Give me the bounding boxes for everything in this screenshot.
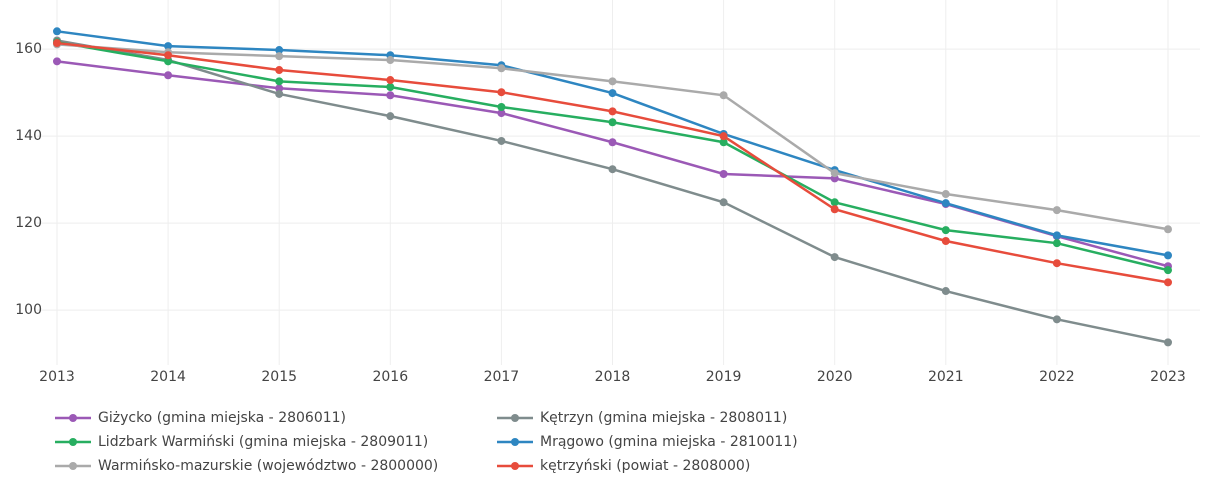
data-point: [1164, 225, 1172, 234]
data-point: [608, 165, 617, 174]
data-point: [941, 190, 950, 199]
data-point: [1164, 278, 1172, 287]
data-point: [941, 226, 950, 235]
data-point: [608, 118, 617, 127]
data-point: [275, 77, 284, 86]
data-point: [719, 198, 728, 207]
data-point: [608, 138, 617, 147]
x-tick-label: 2018: [595, 369, 631, 385]
data-point: [275, 46, 284, 55]
data-point: [719, 91, 728, 100]
data-point: [497, 88, 506, 97]
data-point: [275, 89, 284, 98]
data-point: [53, 39, 61, 48]
legend-label: Kętrzyn (gmina miejska - 2808011): [540, 410, 787, 426]
data-point: [497, 109, 506, 118]
legend-label: Lidzbark Warmiński (gmina miejska - 2809…: [98, 434, 428, 450]
data-point: [386, 91, 395, 100]
data-point: [386, 56, 395, 65]
legend-swatch-dot: [69, 414, 77, 422]
data-point: [1164, 251, 1172, 260]
legend-swatch-dot: [69, 438, 77, 446]
y-tick-label: 140: [15, 128, 42, 144]
data-point: [1164, 338, 1172, 347]
data-point: [497, 103, 506, 112]
x-tick-label: 2013: [39, 369, 75, 385]
legend-swatch-dot: [511, 462, 519, 470]
data-point: [830, 198, 839, 207]
data-point: [719, 132, 728, 141]
x-tick-label: 2021: [928, 369, 964, 385]
x-tick-label: 2022: [1039, 369, 1075, 385]
data-point: [1052, 206, 1061, 215]
data-point: [164, 57, 173, 66]
data-point: [164, 71, 173, 80]
x-tick-label: 2015: [261, 369, 297, 385]
data-point: [386, 112, 395, 121]
legend-label: kętrzyński (powiat - 2808000): [540, 458, 750, 474]
data-point: [497, 64, 506, 73]
y-tick-label: 100: [15, 302, 42, 318]
y-tick-label: 120: [15, 215, 42, 231]
data-point: [830, 169, 839, 178]
data-point: [941, 237, 950, 246]
legend-label: Mrągowo (gmina miejska - 2810011): [540, 434, 798, 450]
data-point: [164, 51, 173, 60]
data-point: [164, 42, 173, 51]
data-point: [719, 138, 728, 147]
legend-swatch-dot: [69, 462, 77, 470]
data-point: [1052, 259, 1061, 268]
x-tick-label: 2014: [150, 369, 186, 385]
x-tick-label: 2020: [817, 369, 853, 385]
data-point: [1052, 231, 1061, 240]
data-point: [497, 136, 506, 145]
x-tick-label: 2017: [484, 369, 520, 385]
legend-label: Giżycko (gmina miejska - 2806011): [98, 410, 346, 426]
data-point: [1052, 239, 1061, 248]
data-point: [275, 66, 284, 75]
data-point: [386, 82, 395, 91]
data-point: [719, 170, 728, 179]
x-tick-label: 2016: [372, 369, 408, 385]
data-point: [830, 253, 839, 262]
data-point: [275, 84, 284, 93]
data-point: [608, 77, 617, 86]
data-point: [941, 287, 950, 296]
data-point: [53, 57, 61, 66]
data-point: [1052, 315, 1061, 324]
data-point: [941, 199, 950, 208]
legend-swatch-dot: [511, 414, 519, 422]
data-point: [830, 205, 839, 214]
legend-label: Warmińsko-mazurskie (województwo - 28000…: [98, 458, 438, 474]
data-point: [608, 89, 617, 98]
y-tick-label: 160: [15, 41, 42, 57]
data-point: [1164, 266, 1172, 275]
data-point: [275, 52, 284, 61]
x-tick-label: 2023: [1150, 369, 1186, 385]
data-point: [53, 27, 61, 36]
legend-swatch-dot: [511, 438, 519, 446]
data-point: [608, 107, 617, 116]
data-point: [386, 76, 395, 85]
x-tick-label: 2019: [706, 369, 742, 385]
